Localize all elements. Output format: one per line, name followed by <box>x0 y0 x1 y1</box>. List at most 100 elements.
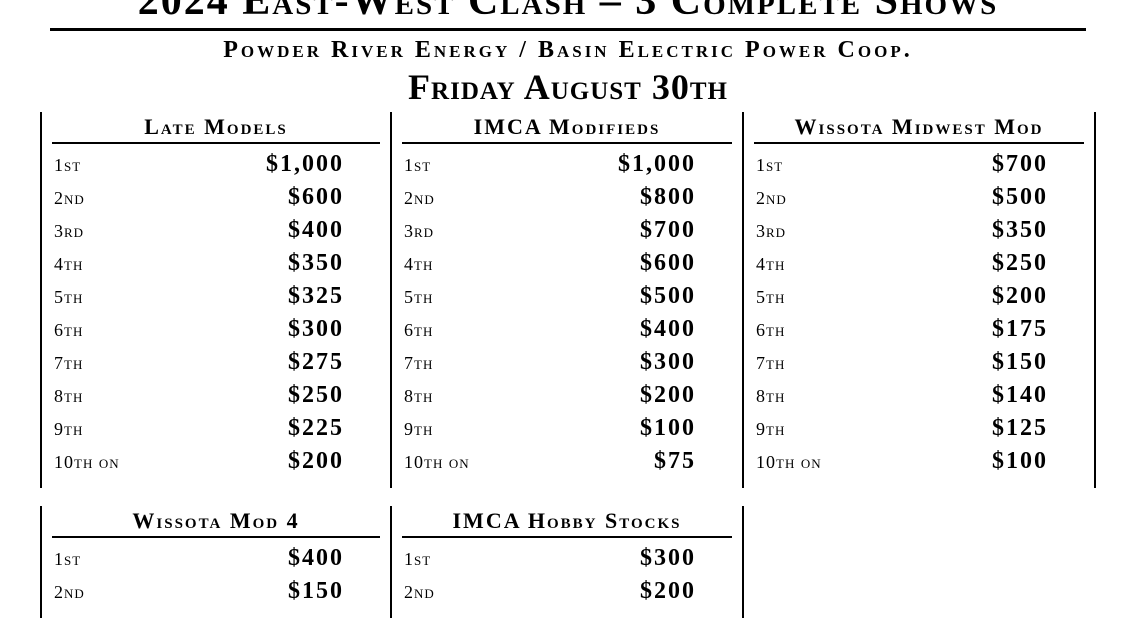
position-label: 6th <box>756 320 876 341</box>
position-label: 6th <box>404 320 524 341</box>
payout-amount: $200 <box>524 578 726 605</box>
position-label: 1st <box>404 549 524 570</box>
position-label: 3rd <box>404 221 524 242</box>
payout-row: 6th$400 <box>402 313 732 346</box>
payout-list: 1st$700 2nd$500 3rd$350 4th$250 5th$200 … <box>754 144 1084 488</box>
payout-amount: $500 <box>524 283 726 310</box>
position-label: 2nd <box>54 582 174 603</box>
payout-row: 9th$100 <box>402 412 732 445</box>
payout-row: 1st$1,000 <box>402 148 732 181</box>
class-title: Late Models <box>52 112 380 144</box>
payout-row: 4th$350 <box>52 247 380 280</box>
event-date: Friday August 30th <box>20 66 1116 108</box>
payout-amount: $325 <box>174 283 374 310</box>
position-label: 6th <box>54 320 174 341</box>
payout-row: 1st$1,000 <box>52 148 380 181</box>
position-label: 7th <box>404 353 524 374</box>
position-label: 7th <box>756 353 876 374</box>
payout-row: 10th on$75 <box>402 445 732 478</box>
payout-row: 2nd$600 <box>52 181 380 214</box>
payout-amount: $225 <box>174 415 374 442</box>
payout-amount: $600 <box>524 250 726 277</box>
position-label: 9th <box>54 419 174 440</box>
class-title: IMCA Modifieds <box>402 112 732 144</box>
payout-row: 2nd$200 <box>402 575 732 608</box>
payout-row: 10th on$200 <box>52 445 380 478</box>
payout-amount: $140 <box>876 382 1078 409</box>
payout-amount: $300 <box>174 316 374 343</box>
payout-row: 2nd$800 <box>402 181 732 214</box>
class-title: Wissota Mod 4 <box>52 506 380 538</box>
sponsor-line: Powder River Energy / Basin Electric Pow… <box>20 37 1116 64</box>
position-label: 10th on <box>756 452 876 473</box>
payout-row: 3rd$350 <box>754 214 1084 247</box>
class-title: IMCA Hobby Stocks <box>402 506 732 538</box>
payout-column-wissota-midwest-mod: Wissota Midwest Mod 1st$700 2nd$500 3rd$… <box>744 112 1096 488</box>
payout-row: 1st$300 <box>402 542 732 575</box>
payout-row: 6th$175 <box>754 313 1084 346</box>
payout-amount: $175 <box>876 316 1078 343</box>
payout-amount: $350 <box>876 217 1078 244</box>
position-label: 4th <box>756 254 876 275</box>
payout-amount: $200 <box>524 382 726 409</box>
payout-amount: $200 <box>876 283 1078 310</box>
position-label: 3rd <box>756 221 876 242</box>
payout-row: 2nd$150 <box>52 575 380 608</box>
payout-row: 8th$140 <box>754 379 1084 412</box>
payout-amount: $150 <box>876 349 1078 376</box>
position-label: 2nd <box>54 188 174 209</box>
payout-amount: $300 <box>524 349 726 376</box>
payout-row: 10th on$100 <box>754 445 1084 478</box>
position-label: 10th on <box>404 452 524 473</box>
position-label: 7th <box>54 353 174 374</box>
payout-column-imca-hobby-stocks: IMCA Hobby Stocks 1st$300 2nd$200 <box>392 506 744 618</box>
main-title: 2024 East-West Clash – 3 Complete Shows <box>20 0 1116 22</box>
position-label: 5th <box>756 287 876 308</box>
payout-row: 4th$600 <box>402 247 732 280</box>
position-label: 4th <box>404 254 524 275</box>
payout-amount: $400 <box>524 316 726 343</box>
payout-amount: $100 <box>524 415 726 442</box>
payout-amount: $800 <box>524 184 726 211</box>
position-label: 1st <box>756 155 876 176</box>
position-label: 3rd <box>54 221 174 242</box>
payout-amount: $350 <box>174 250 374 277</box>
payout-amount: $500 <box>876 184 1078 211</box>
payout-row-1: Late Models 1st$1,000 2nd$600 3rd$400 4t… <box>20 112 1116 488</box>
payout-column-late-models: Late Models 1st$1,000 2nd$600 3rd$400 4t… <box>40 112 392 488</box>
position-label: 5th <box>54 287 174 308</box>
payout-amount: $300 <box>524 545 726 572</box>
payout-amount: $275 <box>174 349 374 376</box>
payout-amount: $125 <box>876 415 1078 442</box>
payout-amount: $250 <box>174 382 374 409</box>
position-label: 8th <box>404 386 524 407</box>
position-label: 2nd <box>404 188 524 209</box>
position-label: 2nd <box>404 582 524 603</box>
payout-row: 5th$500 <box>402 280 732 313</box>
position-label: 8th <box>756 386 876 407</box>
payout-amount: $1,000 <box>524 151 726 178</box>
payout-list: 1st$400 2nd$150 <box>52 538 380 618</box>
payout-row: 6th$300 <box>52 313 380 346</box>
payout-list: 1st$300 2nd$200 <box>402 538 732 618</box>
payout-row: 7th$275 <box>52 346 380 379</box>
payout-row: 8th$200 <box>402 379 732 412</box>
position-label: 9th <box>404 419 524 440</box>
payout-row: 8th$250 <box>52 379 380 412</box>
payout-amount: $700 <box>524 217 726 244</box>
payout-amount: $600 <box>174 184 374 211</box>
payout-amount: $100 <box>876 448 1078 475</box>
payout-column-wissota-mod-4: Wissota Mod 4 1st$400 2nd$150 <box>40 506 392 618</box>
payout-row: 7th$150 <box>754 346 1084 379</box>
payout-row: 7th$300 <box>402 346 732 379</box>
empty-column <box>744 506 1096 618</box>
payout-row-2: Wissota Mod 4 1st$400 2nd$150 IMCA Hobby… <box>20 506 1116 618</box>
divider <box>50 28 1086 31</box>
position-label: 1st <box>54 155 174 176</box>
payout-list: 1st$1,000 2nd$800 3rd$700 4th$600 5th$50… <box>402 144 732 488</box>
payout-amount: $700 <box>876 151 1078 178</box>
payout-row: 3rd$700 <box>402 214 732 247</box>
payout-row: 1st$700 <box>754 148 1084 181</box>
payout-amount: $75 <box>524 448 726 475</box>
payout-row: 2nd$500 <box>754 181 1084 214</box>
